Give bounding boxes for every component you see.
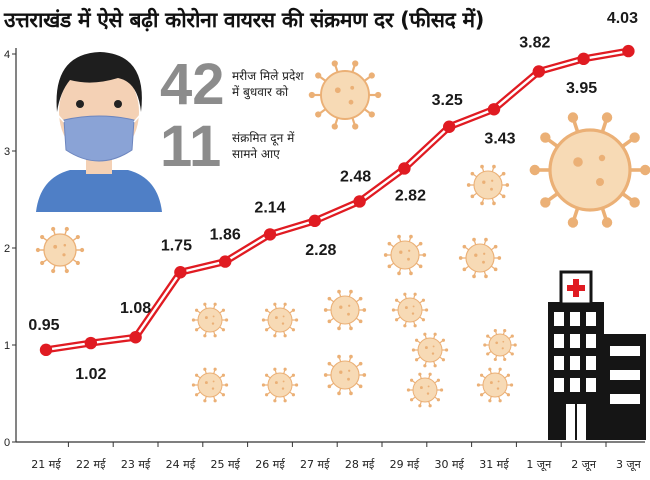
data-point [532, 65, 545, 78]
data-label: 1.08 [120, 300, 151, 317]
data-point [398, 162, 411, 175]
data-label: 2.82 [395, 187, 426, 204]
coronavirus-icon [466, 164, 510, 206]
x-tick-label: 29 मई [390, 458, 420, 471]
stat-number-patients: 42 [160, 52, 225, 117]
x-tick-label: 1 जून [526, 458, 552, 472]
y-tick-label: 2 [4, 243, 10, 255]
coronavirus-icon [323, 289, 367, 331]
stat-text-patients-line2: में बुधवार को [232, 85, 289, 99]
data-label: 1.86 [210, 227, 241, 244]
hospital-icon [548, 270, 646, 440]
x-tick-label: 23 मई [121, 458, 151, 471]
x-tick-label: 22 मई [76, 458, 106, 471]
x-tick-label: 3 जून [616, 458, 642, 472]
x-tick-label: 27 मई [300, 458, 330, 471]
coronavirus-icon [191, 367, 229, 403]
data-point [263, 228, 277, 241]
masked-person-illustration [36, 52, 162, 212]
data-point [84, 336, 98, 350]
coronavirus-icon [323, 354, 367, 396]
coronavirus-icon [483, 328, 517, 362]
coronavirus-icon [391, 292, 429, 328]
data-point [39, 343, 53, 357]
data-label: 1.75 [161, 237, 192, 254]
data-point [443, 120, 456, 133]
data-label: 0.95 [28, 317, 59, 334]
data-point [129, 331, 142, 344]
data-label: 1.02 [75, 366, 106, 383]
data-point [219, 255, 232, 268]
x-tick-label: 21 मई [31, 458, 61, 471]
x-tick-label: 28 मई [345, 458, 375, 471]
data-point [487, 103, 501, 116]
data-label: 2.14 [254, 199, 285, 216]
data-point [308, 214, 321, 228]
stat-text-patients-line1: मरीज मिले प्रदेश [232, 69, 304, 83]
stat-number-doon: 11 [160, 114, 222, 179]
data-point [174, 266, 187, 279]
data-point [353, 195, 366, 208]
coronavirus-icon [406, 372, 444, 408]
coronavirus-icon [308, 60, 382, 130]
coronavirus-icon [411, 332, 449, 368]
y-tick-label: 1 [4, 340, 10, 352]
stat-text-doon-line1: संक्रमित दून में [232, 131, 295, 145]
chart-title: उत्तराखंड में ऐसे बढ़ी कोरोना वायरस की स… [4, 8, 485, 32]
coronavirus-icon [35, 226, 85, 274]
coronavirus-icon [261, 367, 299, 403]
x-tick-label: 25 मई [210, 458, 240, 471]
coronavirus-icon [191, 302, 229, 338]
x-tick-label: 26 मई [255, 458, 285, 471]
coronavirus-icon [476, 367, 514, 403]
data-point [577, 52, 590, 66]
y-tick-label: 3 [4, 146, 10, 158]
coronavirus-icon [458, 237, 502, 279]
data-label: 3.82 [519, 34, 550, 51]
x-tick-label: 24 मई [166, 458, 196, 471]
data-label: 3.25 [432, 92, 463, 109]
coronavirus-icon [261, 302, 299, 338]
y-tick-label: 0 [4, 437, 10, 449]
coronavirus-icon [529, 112, 650, 228]
data-label: 2.28 [305, 242, 336, 259]
x-tick-label: 2 जून [571, 458, 597, 472]
data-label: 4.03 [607, 10, 638, 27]
data-label: 3.95 [566, 80, 597, 97]
data-label: 2.48 [340, 168, 371, 185]
y-tick-label: 4 [4, 49, 10, 61]
data-label: 3.43 [484, 130, 515, 147]
x-tick-label: 31 मई [479, 458, 509, 471]
coronavirus-icon [383, 234, 427, 276]
x-tick-label: 30 मई [434, 458, 464, 471]
stat-text-doon-line2: सामने आए [232, 147, 280, 161]
series-line-inner [45, 49, 629, 352]
data-point [622, 44, 635, 58]
